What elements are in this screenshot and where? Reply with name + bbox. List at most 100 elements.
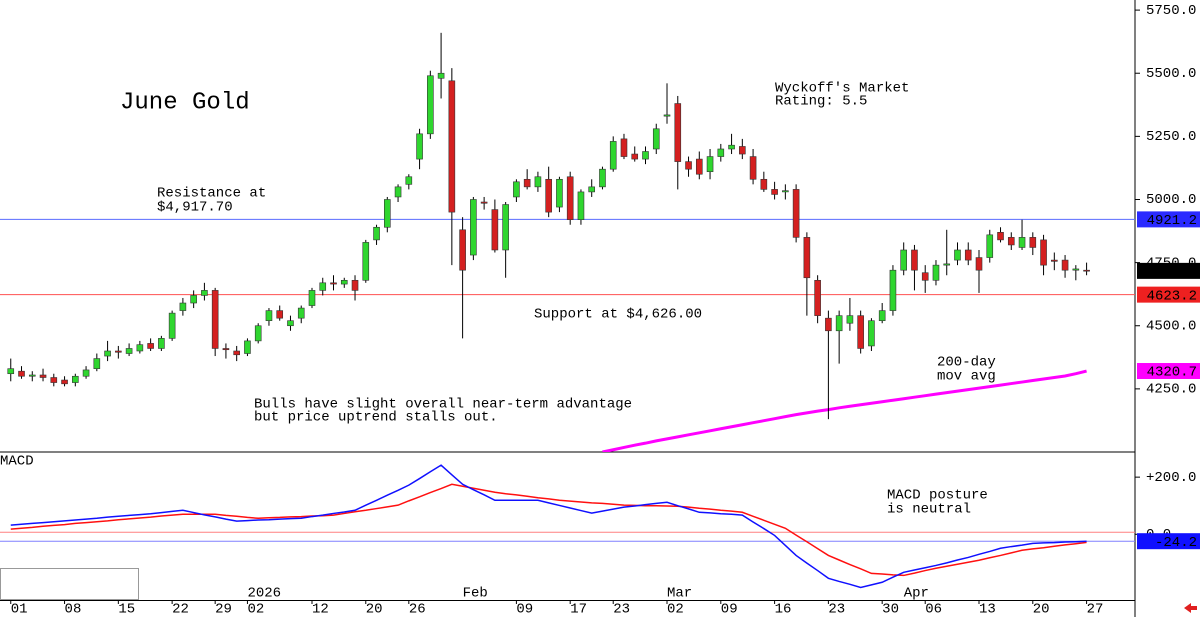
candle-body [201,290,208,296]
y-tick-label: 5000.0 [1146,192,1196,208]
candle-body [351,279,359,291]
candle-body [308,290,316,306]
candle-body [211,290,219,349]
scroll-arrow[interactable] [1184,603,1197,613]
candle-body [739,146,746,155]
candle-body [18,370,25,377]
price-tag-label: -24.2 [1155,535,1197,551]
candle-body [82,369,90,377]
candle-body [470,199,477,256]
candle-body [964,249,972,261]
price-tag [1137,533,1200,550]
candle-body [480,201,488,204]
candle-body [900,249,907,271]
chart-title: June Gold [120,89,250,116]
candle-body [1072,268,1080,271]
support-label: Support at $4,626.00 [534,307,702,323]
month-label: Apr [904,586,929,602]
moving-average-label: 200-day [937,355,996,371]
candle-body [394,186,402,198]
candle-body [287,320,294,327]
candle-body [997,232,1004,241]
candle-body [319,282,327,291]
x-tick-label: 09 [516,602,533,617]
candle-body [868,320,875,347]
price-tag [1137,286,1200,303]
x-tick-label: 23 [828,602,845,617]
candle-body [911,249,918,271]
annotation: Wyckoff's Market [775,81,909,97]
macd-readout-box [0,568,139,600]
candle-body [609,141,617,170]
candle-body [340,279,348,285]
x-tick-label: 23 [613,602,630,617]
candle-body [158,338,165,349]
price-tag-label: 4717.3 [1147,265,1197,281]
candle-body [921,272,929,281]
candle-body [878,310,886,321]
macd-panel-label: MACD [0,454,34,470]
y-tick-label: 4500.0 [1146,318,1196,334]
candle-body [1083,269,1090,272]
candle-body [620,138,628,157]
candle-body [72,375,79,383]
candle-body [362,242,370,281]
candle-body [588,186,596,193]
candle-body [642,151,649,160]
candle-body [50,377,58,383]
candle-body [244,340,251,354]
x-tick-label: 12 [312,602,329,617]
candle-body [954,249,961,261]
x-tick-label: 22 [172,602,189,617]
candle-body [104,350,111,357]
candle-body [93,358,101,369]
candle-body [846,315,854,324]
candle-body [835,315,843,332]
candle-body [857,315,864,349]
resistance-label: Resistance at [157,186,266,202]
candle-body [825,317,832,332]
x-tick-label: 01 [11,602,28,617]
candle-body [1051,259,1058,262]
price-tag-label: 4320.7 [1147,365,1197,381]
price-tag [1137,363,1200,380]
x-tick-label: 26 [409,602,426,617]
candle-body [545,178,552,213]
annotation: Bulls have slight overall near-term adva… [254,397,632,413]
moving-average-line [602,369,1087,452]
candle-body [760,178,768,190]
candle-body [405,176,413,185]
x-tick-label: 20 [366,602,383,617]
candle-body [663,114,671,117]
candle-body [717,148,725,157]
candle-body [7,368,15,375]
annotation: but price uptrend stalls out. [254,410,498,426]
macd-annotation: is neutral [887,502,971,518]
candle-body [383,199,391,228]
x-tick-label: 30 [882,602,899,617]
macd-line [10,464,1087,589]
candle-body [222,348,230,351]
candle-body [599,168,606,188]
candle-body [330,282,337,285]
candle-body [803,237,811,279]
candle-body [1040,239,1047,266]
candle-body [1018,237,1026,248]
y-tick-label: 5500.0 [1146,66,1196,82]
x-tick-label: 17 [570,602,587,617]
annotation: Rating: 5.5 [775,94,867,110]
candle-body [889,269,897,311]
x-tick-label: 13 [979,602,996,617]
x-tick-label: 06 [925,602,942,617]
candle-body [523,178,531,188]
candle-body [28,374,36,377]
candle-body [1007,237,1015,246]
candle-body [115,350,122,353]
x-tick-label: 09 [721,602,738,617]
macd-line [10,483,1087,577]
x-tick-label: 08 [65,602,82,617]
candle-body [39,374,47,378]
candle-body [534,176,542,188]
price-tag-label: 4623.2 [1147,288,1197,304]
month-label: Mar [667,586,692,602]
